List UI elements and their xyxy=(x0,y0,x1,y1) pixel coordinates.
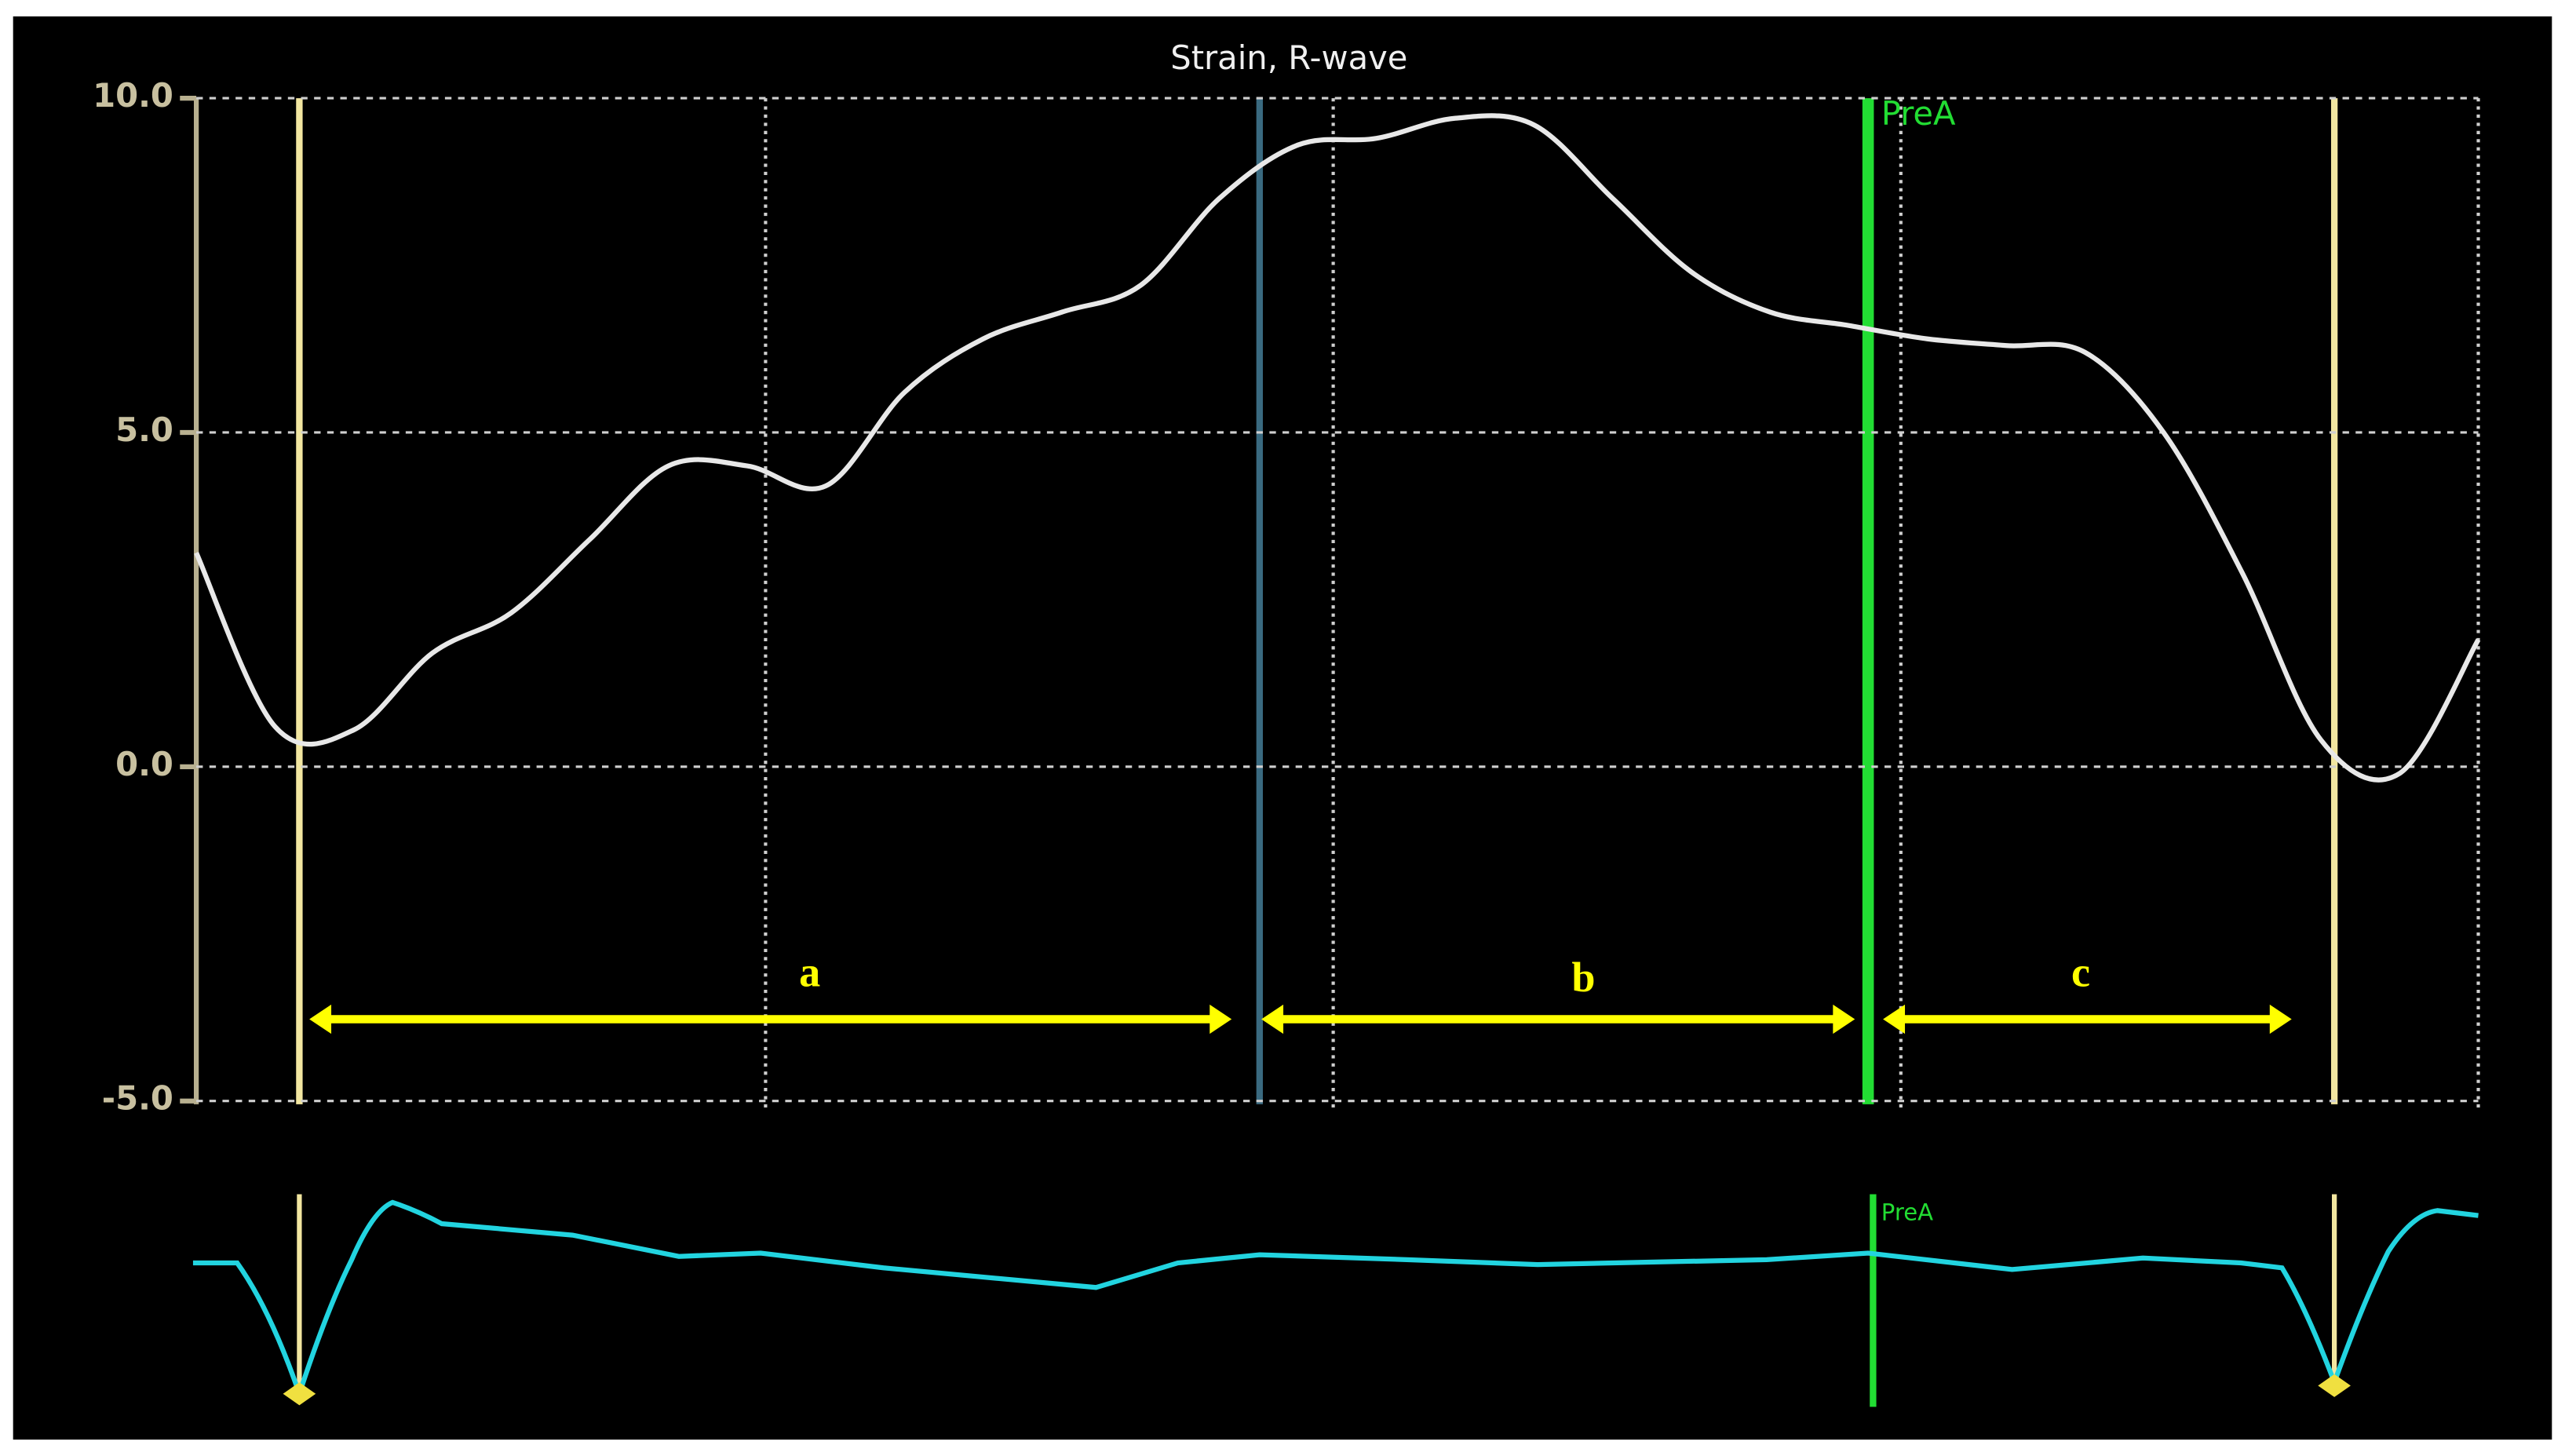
strain-line xyxy=(194,113,2481,783)
annotation: a xyxy=(799,949,820,996)
annotation: PreA xyxy=(1881,94,1956,133)
chart-title: Strain, R-wave xyxy=(1170,38,1407,77)
ecg-marker-point xyxy=(2318,1374,2351,1397)
background xyxy=(13,16,2552,1440)
arrows xyxy=(309,1004,2292,1035)
arrow-head xyxy=(1261,1004,1855,1035)
ecg-trace xyxy=(192,1199,2479,1402)
annotation: c xyxy=(2071,949,2090,996)
y-tick-label: 0.0 xyxy=(115,745,173,783)
arrow-head xyxy=(1883,1004,2292,1035)
annotation: b xyxy=(1571,954,1595,1001)
plot: 10.0 5.0 0.0 -5.0 xyxy=(93,76,2481,1118)
y-tick-label: 10.0 xyxy=(93,76,173,115)
x-grid xyxy=(764,98,2480,1110)
annotation: PreA xyxy=(1881,1199,1933,1226)
ecg-marker-point xyxy=(283,1382,316,1406)
y-tick-label: -5.0 xyxy=(102,1079,173,1118)
arrow-head xyxy=(309,1004,1232,1035)
y-tick-label: 5.0 xyxy=(115,411,173,449)
